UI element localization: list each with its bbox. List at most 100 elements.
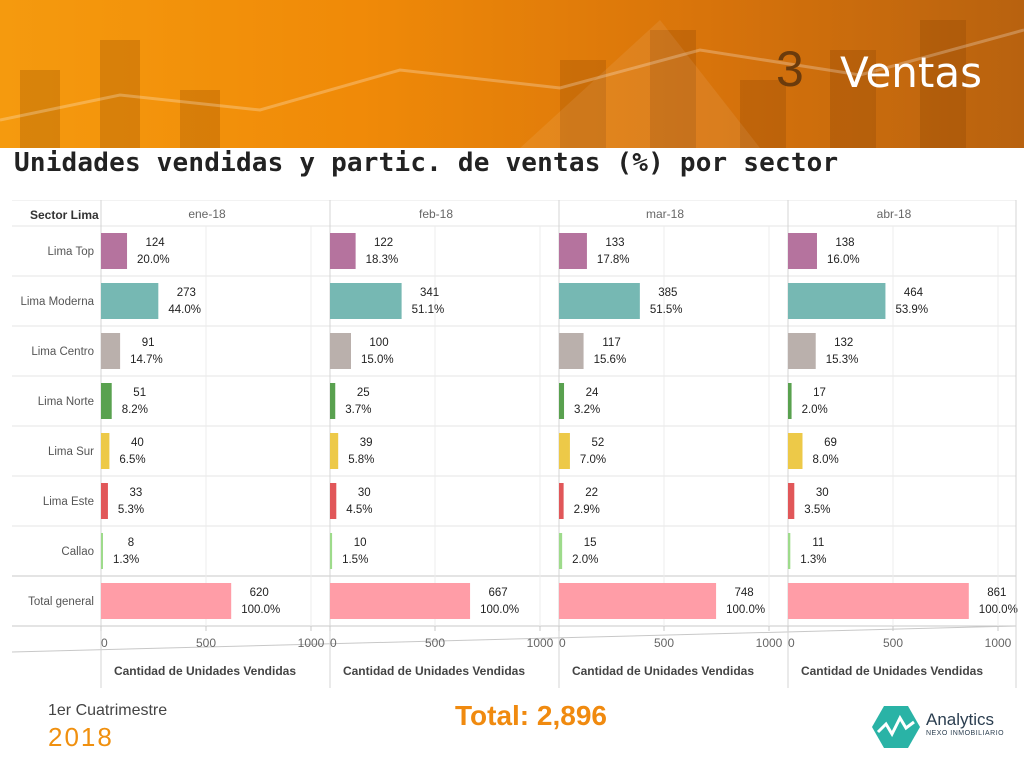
tick-label: 0 bbox=[788, 636, 795, 650]
analytics-logo-icon bbox=[872, 706, 920, 748]
bar-percent-label: 5.3% bbox=[118, 504, 144, 516]
bar-value-label: 385 bbox=[658, 287, 677, 299]
bar-value-label: 51 bbox=[133, 387, 146, 399]
bar bbox=[788, 583, 969, 619]
tick-label: 500 bbox=[425, 636, 445, 650]
bar-value-label: 117 bbox=[602, 337, 620, 349]
bar-percent-label: 53.9% bbox=[895, 304, 928, 316]
bar-value-label: 8 bbox=[128, 537, 134, 549]
bar bbox=[101, 483, 108, 519]
panel-header: feb-18 bbox=[419, 207, 453, 221]
tick-label: 1000 bbox=[527, 636, 554, 650]
bar-percent-label: 2.9% bbox=[574, 504, 600, 516]
bar-percent-label: 100.0% bbox=[241, 604, 280, 616]
bar-value-label: 100 bbox=[369, 337, 388, 349]
x-axis-label: Cantidad de Unidades Vendidas bbox=[572, 664, 754, 678]
bar-percent-label: 16.0% bbox=[827, 254, 860, 266]
bar bbox=[330, 583, 471, 619]
bar-percent-label: 100.0% bbox=[726, 604, 765, 616]
bar bbox=[788, 533, 791, 569]
bar-value-label: 273 bbox=[177, 287, 196, 299]
bar-percent-label: 1.3% bbox=[800, 554, 826, 566]
analytics-logo: Analytics NEXO INMOBILIARIO bbox=[872, 704, 1012, 750]
bar-value-label: 748 bbox=[734, 587, 753, 599]
bar-value-label: 620 bbox=[250, 587, 269, 599]
bar bbox=[101, 583, 232, 619]
bar bbox=[101, 233, 128, 269]
bar-value-label: 52 bbox=[592, 437, 605, 449]
bar-value-label: 11 bbox=[812, 537, 824, 549]
bar-value-label: 138 bbox=[835, 237, 854, 249]
bar-percent-label: 100.0% bbox=[480, 604, 519, 616]
tick-label: 0 bbox=[330, 636, 337, 650]
bar-percent-label: 14.7% bbox=[130, 354, 163, 366]
panel-header: abr-18 bbox=[877, 207, 912, 221]
panel-header: mar-18 bbox=[646, 207, 684, 221]
bar-value-label: 17 bbox=[813, 387, 826, 399]
x-axis-label: Cantidad de Unidades Vendidas bbox=[801, 664, 983, 678]
bar-percent-label: 7.0% bbox=[580, 454, 606, 466]
bar-value-label: 25 bbox=[357, 387, 370, 399]
bar-value-label: 22 bbox=[585, 487, 598, 499]
bar bbox=[559, 383, 565, 419]
bar bbox=[559, 283, 640, 319]
bar-percent-label: 1.3% bbox=[113, 554, 139, 566]
bar bbox=[788, 233, 817, 269]
bar bbox=[330, 233, 356, 269]
row-header: Sector Lima bbox=[30, 208, 99, 222]
bar-value-label: 15 bbox=[584, 537, 597, 549]
bar-value-label: 10 bbox=[354, 537, 367, 549]
bar-percent-label: 8.0% bbox=[812, 454, 838, 466]
bar-percent-label: 51.1% bbox=[412, 304, 445, 316]
sales-by-sector-chart: Sector Lima Lima Top Lima Moderna Lima Cent… bbox=[11, 200, 1018, 688]
bar bbox=[330, 433, 339, 469]
bar bbox=[788, 333, 816, 369]
bar bbox=[330, 483, 337, 519]
bar-percent-label: 44.0% bbox=[168, 304, 201, 316]
bar-percent-label: 15.0% bbox=[361, 354, 394, 366]
bar-value-label: 861 bbox=[987, 587, 1006, 599]
header-banner: 3 Ventas bbox=[0, 0, 1024, 148]
bar bbox=[101, 533, 103, 569]
bar-value-label: 464 bbox=[904, 287, 924, 299]
bar-percent-label: 15.6% bbox=[594, 354, 627, 366]
bar bbox=[559, 533, 563, 569]
category-label: Lima Centro bbox=[31, 346, 94, 358]
logo-tagline: NEXO INMOBILIARIO bbox=[926, 730, 1005, 737]
bar-value-label: 40 bbox=[131, 437, 144, 449]
bar bbox=[559, 233, 587, 269]
bar-value-label: 122 bbox=[374, 237, 393, 249]
panel-header: ene-18 bbox=[188, 207, 226, 221]
bar bbox=[559, 483, 564, 519]
tick-label: 0 bbox=[101, 636, 108, 650]
bar-percent-label: 18.3% bbox=[366, 254, 399, 266]
bar bbox=[101, 333, 121, 369]
category-label: Lima Sur bbox=[48, 446, 94, 458]
section-title: Ventas bbox=[840, 48, 983, 97]
bar bbox=[101, 383, 112, 419]
bar-value-label: 91 bbox=[142, 337, 155, 349]
bar bbox=[101, 283, 159, 319]
bar bbox=[101, 433, 110, 469]
tick-label: 1000 bbox=[298, 636, 325, 650]
bar bbox=[788, 433, 803, 469]
bar-percent-label: 2.0% bbox=[572, 554, 598, 566]
bar bbox=[559, 333, 584, 369]
bar-percent-label: 17.8% bbox=[597, 254, 630, 266]
bar bbox=[559, 583, 717, 619]
bar-percent-label: 100.0% bbox=[979, 604, 1018, 616]
bar bbox=[788, 283, 886, 319]
bar-percent-label: 51.5% bbox=[650, 304, 683, 316]
category-label: Lima Moderna bbox=[20, 296, 94, 308]
bar-value-label: 667 bbox=[488, 587, 507, 599]
bar-value-label: 30 bbox=[816, 487, 829, 499]
bar-value-label: 24 bbox=[586, 387, 599, 399]
bar bbox=[330, 333, 351, 369]
period-label: 1er Cuatrimestre bbox=[48, 702, 168, 719]
tick-label: 0 bbox=[559, 636, 566, 650]
bar-value-label: 69 bbox=[824, 437, 837, 449]
bar-percent-label: 4.5% bbox=[346, 504, 372, 516]
chart-bottom-border bbox=[11, 625, 1017, 653]
bar-value-label: 133 bbox=[605, 237, 624, 249]
bar-value-label: 30 bbox=[358, 487, 371, 499]
